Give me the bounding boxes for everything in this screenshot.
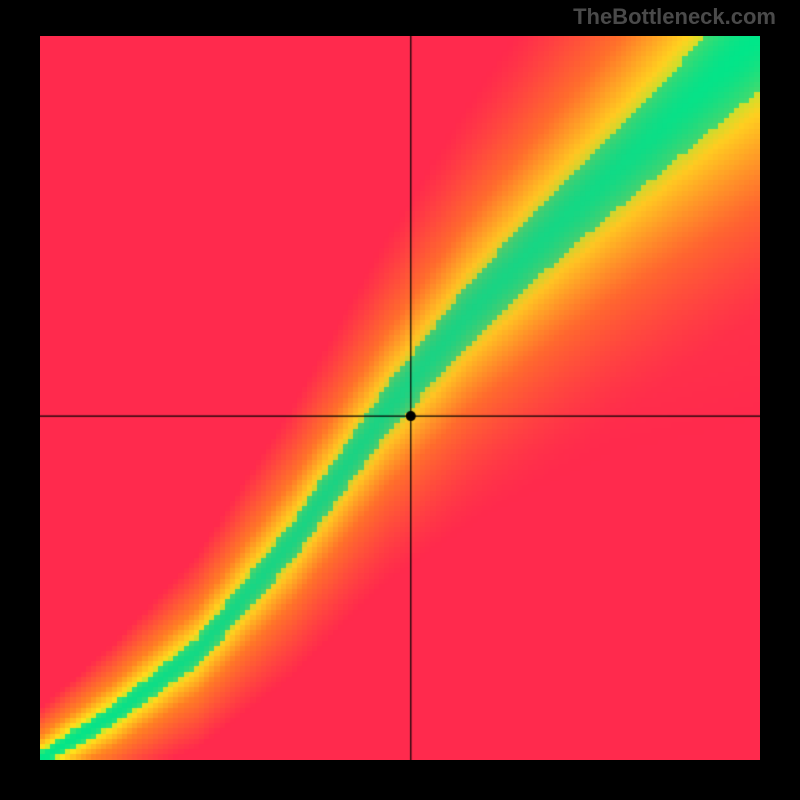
heatmap-canvas [40,36,760,760]
watermark-text: TheBottleneck.com [573,4,776,30]
chart-area [40,36,760,760]
